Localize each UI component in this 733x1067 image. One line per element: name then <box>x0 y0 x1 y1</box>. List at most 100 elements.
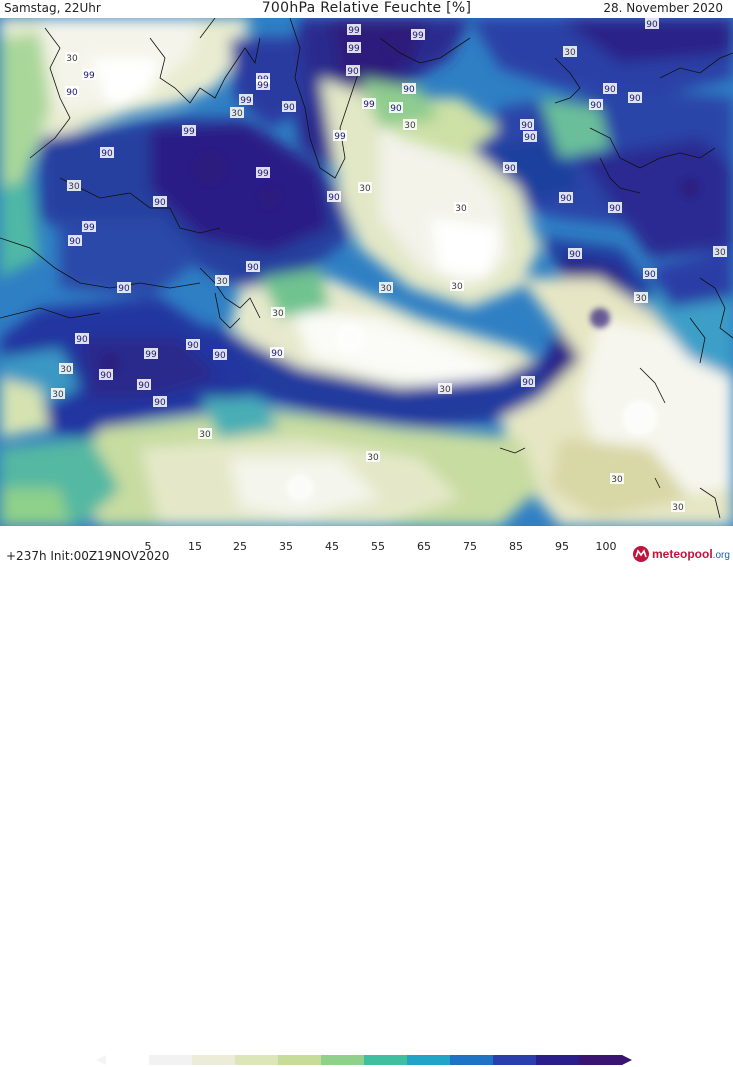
map-valid-day: Samstag, 22Uhr <box>4 1 101 15</box>
svg-text:90: 90 <box>138 381 150 391</box>
contour-label: 30 <box>671 501 685 513</box>
logo-tld: .org <box>712 550 730 561</box>
contour-label: 99 <box>239 94 253 106</box>
svg-text:30: 30 <box>359 184 371 194</box>
map-title: 700hPa Relative Feuchte [%] <box>261 0 472 16</box>
contour-label: 90 <box>521 376 535 388</box>
svg-text:90: 90 <box>101 149 113 159</box>
contour-label: 30 <box>67 180 81 192</box>
svg-text:90: 90 <box>271 349 283 359</box>
color-legend <box>96 1055 632 1065</box>
legend-label: 35 <box>279 540 293 553</box>
contour-label: 90 <box>603 83 617 95</box>
svg-text:99: 99 <box>348 26 360 36</box>
svg-text:30: 30 <box>199 430 211 440</box>
svg-text:90: 90 <box>154 198 166 208</box>
legend-swatch <box>149 1055 193 1065</box>
contour-label: 90 <box>282 101 296 113</box>
svg-text:30: 30 <box>66 54 78 64</box>
svg-text:90: 90 <box>66 88 78 98</box>
contour-label: 30 <box>450 280 464 292</box>
contour-label: 90 <box>153 196 167 208</box>
contour-label: 90 <box>402 83 416 95</box>
svg-text:30: 30 <box>60 365 72 375</box>
contour-label: 30 <box>51 388 65 400</box>
legend-label: 65 <box>417 540 431 553</box>
contour-label: 90 <box>503 162 517 174</box>
svg-text:90: 90 <box>187 341 199 351</box>
contour-label: 90 <box>99 369 113 381</box>
contour-label: 99 <box>82 69 96 81</box>
contour-label: 30 <box>358 182 372 194</box>
contour-label: 90 <box>65 86 79 98</box>
svg-text:90: 90 <box>644 270 656 280</box>
contour-label: 30 <box>366 451 380 463</box>
svg-text:30: 30 <box>672 503 684 513</box>
svg-text:30: 30 <box>272 309 284 319</box>
svg-text:90: 90 <box>629 94 641 104</box>
svg-text:30: 30 <box>455 204 467 214</box>
svg-text:90: 90 <box>390 104 402 114</box>
contour-label: 90 <box>75 333 89 345</box>
svg-text:99: 99 <box>334 132 346 142</box>
legend-label: 25 <box>233 540 247 553</box>
svg-text:30: 30 <box>367 453 379 463</box>
legend-label: 75 <box>463 540 477 553</box>
contour-label: 90 <box>246 261 260 273</box>
legend-swatch <box>364 1055 408 1065</box>
svg-text:99: 99 <box>145 350 157 360</box>
contour-label: 90 <box>186 339 200 351</box>
legend-label: 55 <box>371 540 385 553</box>
legend-label: 45 <box>325 540 339 553</box>
meteopool-logo[interactable]: meteopool.org <box>632 544 730 564</box>
svg-text:30: 30 <box>52 390 64 400</box>
meteopool-logo-icon <box>633 546 649 562</box>
svg-text:90: 90 <box>347 67 359 77</box>
contour-label: 30 <box>59 363 73 375</box>
contour-label: 90 <box>589 99 603 111</box>
contour-label: 90 <box>153 396 167 408</box>
svg-text:90: 90 <box>118 284 130 294</box>
svg-text:90: 90 <box>590 101 602 111</box>
svg-text:30: 30 <box>216 277 228 287</box>
svg-text:99: 99 <box>348 44 360 54</box>
legend-labels: 5 15 25 35 45 55 65 75 85 95 100 <box>0 540 733 554</box>
contour-label: 30 <box>454 202 468 214</box>
contour-label: 30 <box>438 383 452 395</box>
svg-text:99: 99 <box>183 127 195 137</box>
contour-label: 30 <box>230 107 244 119</box>
svg-text:90: 90 <box>521 121 533 131</box>
contour-label: 30 <box>379 282 393 294</box>
svg-text:90: 90 <box>609 204 621 214</box>
svg-text:90: 90 <box>283 103 295 113</box>
svg-text:90: 90 <box>328 193 340 203</box>
legend-swatch <box>579 1055 623 1065</box>
contour-label: 90 <box>643 268 657 280</box>
legend-label: 100 <box>595 540 617 553</box>
legend-swatch <box>278 1055 322 1065</box>
humidity-detail <box>100 34 700 502</box>
legend-label: 5 <box>144 540 152 553</box>
legend-label: 95 <box>555 540 569 553</box>
legend-swatch <box>106 1055 150 1065</box>
svg-text:30: 30 <box>404 121 416 131</box>
contour-label: 99 <box>347 42 361 54</box>
svg-text:99: 99 <box>412 31 424 41</box>
logo-name: meteopool <box>652 547 713 561</box>
svg-text:90: 90 <box>76 335 88 345</box>
svg-text:90: 90 <box>522 378 534 388</box>
contour-label: 99 <box>256 79 270 91</box>
contour-label: 90 <box>645 18 659 30</box>
contour-labels: 3099909999999099999030999090993099909030… <box>51 18 727 513</box>
contour-label: 90 <box>327 191 341 203</box>
svg-text:99: 99 <box>83 223 95 233</box>
contour-label: 30 <box>563 46 577 58</box>
svg-text:30: 30 <box>380 284 392 294</box>
svg-text:90: 90 <box>604 85 616 95</box>
svg-text:30: 30 <box>611 475 623 485</box>
legend-label: 85 <box>509 540 523 553</box>
svg-text:90: 90 <box>646 20 658 30</box>
coastlines <box>0 18 733 519</box>
legend-swatch <box>493 1055 537 1065</box>
